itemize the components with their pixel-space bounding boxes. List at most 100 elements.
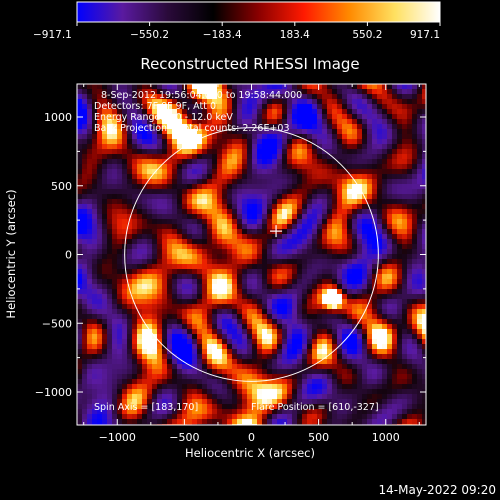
footer-timestamp: 14-May-2022 09:20 xyxy=(379,483,496,497)
heatmap-cell xyxy=(367,384,373,390)
heatmap-cell xyxy=(287,359,293,365)
colorbar-tick-label: −550.2 xyxy=(130,29,169,41)
heatmap-cell xyxy=(372,189,378,195)
heatmap-cell xyxy=(362,244,368,250)
heatmap-cell xyxy=(312,379,318,385)
heatmap-cell xyxy=(87,99,93,105)
heatmap-cell xyxy=(222,129,228,135)
heatmap-cell xyxy=(367,189,373,195)
heatmap-cell xyxy=(322,104,328,110)
heatmap-cell xyxy=(117,309,123,315)
heatmap-cell xyxy=(107,364,113,370)
heatmap-cell xyxy=(112,359,118,365)
heatmap-cell xyxy=(237,224,243,230)
heatmap-cell xyxy=(382,274,388,280)
heatmap-cell xyxy=(332,114,338,120)
heatmap-cell xyxy=(277,314,283,320)
heatmap-cell xyxy=(392,124,398,130)
heatmap-cell xyxy=(347,319,353,325)
heatmap-cell xyxy=(347,239,353,245)
heatmap-cell xyxy=(147,224,153,230)
heatmap-cell xyxy=(277,414,283,420)
heatmap-cell xyxy=(357,109,363,115)
heatmap-cell xyxy=(402,339,408,345)
heatmap-cell xyxy=(267,264,273,270)
heatmap-cell xyxy=(172,104,178,110)
heatmap-cell xyxy=(402,419,408,425)
heatmap-cell xyxy=(267,279,273,285)
heatmap-cell xyxy=(132,234,138,240)
heatmap-cell xyxy=(222,219,228,225)
heatmap-cell xyxy=(302,229,308,235)
heatmap-cell xyxy=(372,319,378,325)
heatmap-cell xyxy=(77,119,83,125)
heatmap-cell xyxy=(162,379,168,385)
heatmap-cell xyxy=(417,209,423,215)
heatmap-cell xyxy=(227,364,233,370)
heatmap-cell xyxy=(272,389,278,395)
heatmap-cell xyxy=(367,119,373,125)
spin-axis-marker xyxy=(270,225,283,238)
heatmap-cell xyxy=(302,139,308,145)
heatmap-cell xyxy=(307,144,313,150)
heatmap-cell xyxy=(87,119,93,125)
heatmap-cell xyxy=(157,349,163,355)
heatmap-cell xyxy=(262,224,268,230)
heatmap-cell xyxy=(277,374,283,380)
heatmap-cell xyxy=(292,294,298,300)
heatmap-cell xyxy=(142,339,148,345)
heatmap-cell xyxy=(112,224,118,230)
heatmap-cell xyxy=(152,154,158,160)
heatmap-cell xyxy=(232,109,238,115)
heatmap-cell xyxy=(137,319,143,325)
heatmap-cell xyxy=(137,299,143,305)
heatmap-cell xyxy=(307,254,313,260)
heatmap-cell xyxy=(412,129,418,135)
heatmap-cell xyxy=(192,319,198,325)
heatmap-cell xyxy=(237,139,243,145)
heatmap-cell xyxy=(152,94,158,100)
heatmap-cell xyxy=(397,409,403,415)
heatmap-cell xyxy=(397,144,403,150)
heatmap-cell xyxy=(367,204,373,210)
heatmap-cell xyxy=(162,409,168,415)
heatmap-cell xyxy=(182,279,188,285)
heatmap-cell xyxy=(137,204,143,210)
heatmap-cell xyxy=(142,329,148,335)
heatmap-cell xyxy=(397,419,403,425)
heatmap-cell xyxy=(332,209,338,215)
heatmap-cell xyxy=(367,249,373,255)
heatmap-cell xyxy=(287,204,293,210)
heatmap-cell xyxy=(142,234,148,240)
heatmap-cell xyxy=(362,389,368,395)
heatmap-cell xyxy=(167,409,173,415)
heatmap-cell xyxy=(407,174,413,180)
heatmap-cell xyxy=(247,169,253,175)
heatmap-cell xyxy=(207,339,213,345)
heatmap-cell xyxy=(267,334,273,340)
heatmap-cell xyxy=(257,269,263,275)
heatmap-cell xyxy=(387,344,393,350)
heatmap-cell xyxy=(122,299,128,305)
heatmap-cell xyxy=(282,169,288,175)
heatmap-cell xyxy=(317,319,323,325)
heatmap-cell xyxy=(97,409,103,415)
heatmap-cell xyxy=(252,319,258,325)
heatmap-cell xyxy=(152,224,158,230)
heatmap-cell xyxy=(407,354,413,360)
heatmap-cell xyxy=(97,134,103,140)
heatmap-cell xyxy=(87,194,93,200)
heatmap-cell xyxy=(292,179,298,185)
heatmap-cell xyxy=(412,199,418,205)
heatmap-cell xyxy=(367,209,373,215)
heatmap-cell xyxy=(202,99,208,105)
heatmap-cell xyxy=(372,149,378,155)
heatmap-cell xyxy=(102,269,108,275)
heatmap-cell xyxy=(387,314,393,320)
heatmap-cell xyxy=(317,114,323,120)
heatmap-cell xyxy=(172,374,178,380)
heatmap-cell xyxy=(357,264,363,270)
heatmap-cell xyxy=(327,84,333,90)
heatmap-cell xyxy=(117,104,123,110)
heatmap-cell xyxy=(332,309,338,315)
